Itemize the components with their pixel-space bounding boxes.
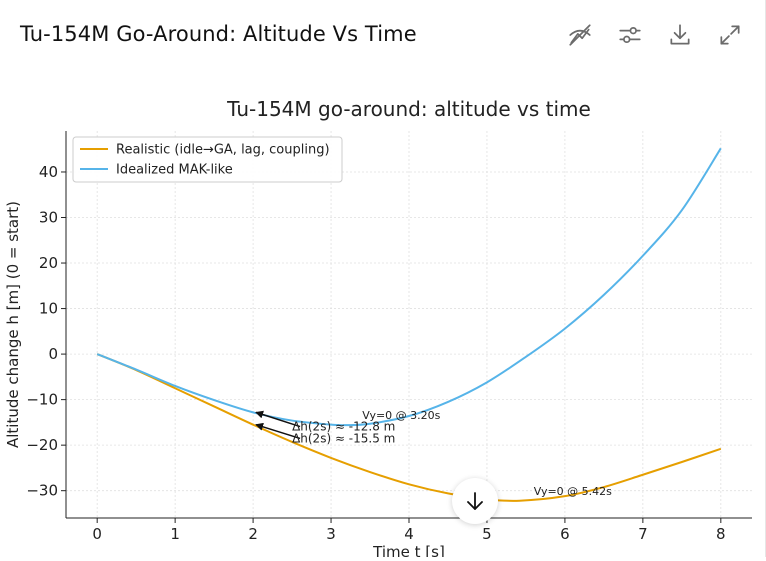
- x-tick-label: 7: [638, 525, 648, 543]
- y-tick-label: 30: [39, 209, 58, 227]
- y-tick-label: 10: [39, 300, 58, 318]
- page-title: Tu-154M Go-Around: Altitude Vs Time: [20, 22, 417, 46]
- download-button[interactable]: [665, 20, 695, 50]
- legend-box: [72, 136, 343, 183]
- series-line-idealized: [96, 147, 722, 427]
- x-tick-label: 1: [170, 525, 180, 543]
- y-tick-label: −10: [26, 391, 58, 409]
- x-tick-label: 5: [482, 525, 492, 543]
- annotation-arrow: [255, 422, 301, 440]
- download-icon: [670, 24, 690, 45]
- x-tick-label: 3: [326, 525, 336, 543]
- y-tick-label: 0: [48, 345, 58, 363]
- scroll-down-button[interactable]: [452, 478, 498, 524]
- hide-chart-button[interactable]: [565, 20, 595, 50]
- chart-title: Tu-154M go-around: altitude vs time: [226, 97, 591, 121]
- chart-toolbar: [565, 20, 745, 50]
- x-axis-label: Time t [s]: [372, 543, 445, 557]
- y-tick-label: 40: [39, 163, 58, 181]
- hide-chart-icon: [569, 24, 591, 46]
- settings-sliders-icon: [619, 26, 641, 44]
- x-tick-label: 0: [92, 525, 102, 543]
- x-tick-label: 2: [248, 525, 258, 543]
- legend-entry: Realistic (idle→GA, lag, coupling): [116, 143, 330, 158]
- expand-button[interactable]: [715, 20, 745, 50]
- x-tick-label: 6: [560, 525, 570, 543]
- annotation-label: Vy=0 @ 3.20s: [362, 409, 440, 422]
- series-line-realistic: [96, 353, 722, 502]
- annotation-arrow: [255, 410, 301, 428]
- chart-area: 0 1 2 3 4 5 6 7 8 −30 −20 −10 0 10 20 30 40 Δh(2s) ≈ -12…: [0, 80, 766, 561]
- arrow-down-icon: [467, 492, 483, 510]
- expand-icon: [720, 25, 740, 45]
- annotation-label: Δh(2s) ≈ -12.8 m: [292, 420, 395, 434]
- line-chart: 0 1 2 3 4 5 6 7 8 −30 −20 −10 0 10 20 30 40 Δh(2s) ≈ -12…: [4, 97, 752, 561]
- annotation-label: Δh(2s) ≈ -15.5 m: [292, 431, 395, 445]
- y-tick-label: −30: [26, 482, 58, 500]
- annotation-label: Vy=0 @ 5.42s: [534, 485, 612, 498]
- chart-settings-button[interactable]: [615, 20, 645, 50]
- x-tick-label: 4: [404, 525, 414, 543]
- y-tick-label: 20: [39, 254, 58, 272]
- y-tick-label: −20: [26, 436, 58, 454]
- y-axis-label: Altitude change h [m] (0 = start): [4, 201, 22, 448]
- legend-entry: Idealized MAK-like: [116, 163, 233, 178]
- x-tick-label: 8: [716, 525, 726, 543]
